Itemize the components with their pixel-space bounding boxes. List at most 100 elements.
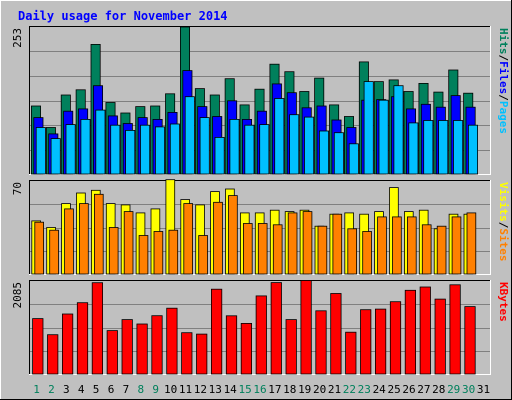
pages-bar — [393, 85, 404, 175]
kbytes-bar — [32, 318, 44, 375]
sites-bar — [34, 221, 44, 275]
kbytes-bar — [315, 310, 327, 375]
pages-bar — [318, 130, 329, 175]
kbytes-bar — [419, 286, 431, 375]
kbytes-panel-y-max-label: 2085 — [11, 282, 24, 309]
kbytes-bar — [345, 331, 357, 375]
kbytes-bar — [151, 315, 163, 375]
pages-bar — [140, 124, 151, 175]
visits-panel-legend: Visits/Sites — [497, 182, 510, 262]
sites-bar — [123, 211, 134, 275]
kbytes-bar — [136, 323, 148, 375]
pages-bar — [378, 99, 389, 175]
pages-bar — [110, 124, 121, 175]
kbytes-bar — [91, 282, 103, 375]
kbytes-panel-legend: KBytes — [497, 282, 510, 322]
sites-bar — [198, 235, 208, 275]
sites-bar — [466, 212, 477, 275]
visits-panel-y-max-label: 70 — [11, 182, 24, 195]
sites-bar — [421, 224, 432, 275]
x-axis-day-labels: 1 2 3 4 5 6 7 8 9 10 11 12 13 14 15 16 17 18 19 20 21 22 23 24 2… — [33, 383, 490, 396]
pages-bar — [229, 119, 240, 175]
visits-sites-panel: 70 Visits/Sites — [11, 179, 510, 275]
kbytes-bar — [404, 289, 417, 375]
pages-bar — [259, 124, 270, 175]
kbytes-bar — [449, 284, 461, 375]
kbytes-bar — [76, 302, 89, 375]
pages-bar — [304, 116, 315, 175]
pages-bar — [65, 124, 76, 175]
day-label: 7 — [123, 383, 130, 396]
sites-bar — [406, 216, 417, 275]
day-label: 27 — [417, 383, 430, 396]
day-label: 26 — [402, 383, 415, 396]
day-label: 21 — [328, 383, 341, 396]
pages-bar — [95, 109, 106, 175]
sites-bar — [168, 229, 179, 275]
pages-bar — [438, 120, 449, 175]
hits-panel-legend: Hits/Files/Pages — [497, 28, 510, 134]
kbytes-panel: 2085 KBytes — [11, 280, 510, 375]
sites-bar — [392, 216, 402, 275]
day-label: 14 — [224, 383, 238, 396]
kbytes-bar — [285, 319, 297, 375]
day-label: 31 — [477, 383, 490, 396]
day-label: 8 — [137, 383, 144, 396]
kbytes-bar — [210, 288, 223, 375]
day-label: 4 — [78, 383, 85, 396]
day-label: 17 — [268, 383, 281, 396]
kbytes-bar — [196, 333, 208, 375]
pages-bar — [35, 127, 46, 175]
kbytes-bar — [270, 282, 282, 375]
sites-bar — [377, 216, 387, 275]
kbytes-bar — [121, 319, 133, 375]
sites-bar — [257, 223, 268, 275]
pages-bar — [453, 120, 464, 175]
pages-bar — [125, 129, 136, 175]
pages-bar — [363, 81, 374, 175]
pages-bar — [348, 143, 359, 175]
pages-bar — [423, 120, 434, 175]
legend-label-pages: Pages — [497, 101, 510, 134]
kbytes-bar — [360, 309, 372, 375]
sites-bar — [332, 213, 343, 275]
day-label: 28 — [432, 383, 445, 396]
day-label: 3 — [63, 383, 70, 396]
pages-bar — [274, 98, 285, 175]
day-label: 24 — [373, 383, 387, 396]
sites-bar — [94, 193, 104, 275]
kbytes-bar — [464, 306, 476, 375]
sites-bar — [272, 224, 283, 275]
kbytes-bar — [181, 332, 193, 375]
day-label: 25 — [387, 383, 400, 396]
kbytes-bar — [255, 295, 267, 375]
day-label: 5 — [93, 383, 100, 396]
pages-bar — [214, 136, 225, 175]
day-label: 29 — [447, 383, 460, 396]
kbytes-bar — [389, 301, 402, 375]
day-label: 23 — [358, 383, 371, 396]
chart-title: Daily usage for November 2014 — [18, 9, 228, 23]
legend-separator: / — [497, 55, 510, 62]
day-label: 2 — [48, 383, 55, 396]
day-label: 1 — [33, 383, 40, 396]
sites-bar — [213, 201, 223, 275]
day-label: 15 — [238, 383, 251, 396]
day-label: 13 — [209, 383, 222, 396]
day-label: 22 — [343, 383, 356, 396]
day-label: 6 — [108, 383, 115, 396]
legend-separator: / — [497, 94, 510, 101]
sites-bar — [451, 216, 462, 275]
kbytes-bar — [434, 298, 446, 375]
kbytes-bar — [62, 313, 74, 375]
kbytes-bar — [225, 315, 238, 375]
kbytes-bar — [106, 330, 118, 375]
sites-bar — [79, 203, 89, 275]
legend-label-files: Files — [497, 61, 510, 94]
sites-bar — [242, 223, 253, 275]
legend-label-sites: Sites — [497, 228, 510, 261]
pages-bar — [244, 124, 255, 175]
sites-bar — [183, 203, 194, 275]
legend-label-hits: Hits — [497, 28, 510, 55]
hits-panel-y-max-label: 253 — [11, 28, 24, 48]
